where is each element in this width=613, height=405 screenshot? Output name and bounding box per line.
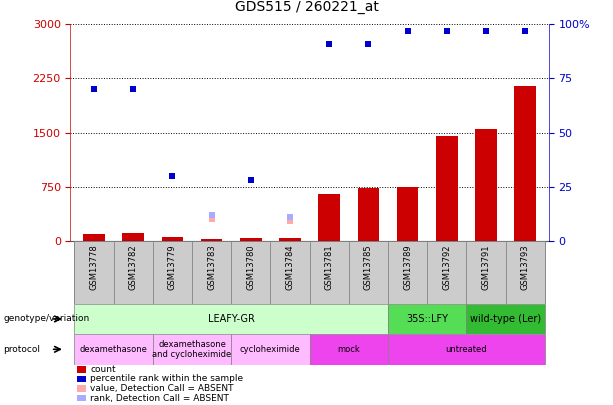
Text: GSM13792: GSM13792 <box>442 244 451 290</box>
Bar <box>349 241 388 304</box>
Bar <box>357 188 379 241</box>
Bar <box>388 304 466 334</box>
Bar <box>466 241 506 304</box>
Bar <box>192 241 231 304</box>
Bar <box>74 334 153 364</box>
Bar <box>270 241 310 304</box>
Bar <box>201 239 223 241</box>
Bar <box>514 86 536 241</box>
Bar <box>397 187 418 241</box>
Bar <box>240 238 262 241</box>
Bar <box>318 194 340 241</box>
Bar <box>279 238 301 241</box>
Text: GSM13781: GSM13781 <box>325 244 333 290</box>
Text: genotype/variation: genotype/variation <box>3 314 89 324</box>
Text: GSM13785: GSM13785 <box>364 244 373 290</box>
Text: cycloheximide: cycloheximide <box>240 345 301 354</box>
Text: rank, Detection Call = ABSENT: rank, Detection Call = ABSENT <box>90 394 229 403</box>
Bar <box>310 334 388 364</box>
Text: dexamethasone: dexamethasone <box>80 345 148 354</box>
Text: GSM13791: GSM13791 <box>481 244 490 290</box>
Text: percentile rank within the sample: percentile rank within the sample <box>90 375 243 384</box>
Bar <box>162 237 183 241</box>
Text: GDS515 / 260221_at: GDS515 / 260221_at <box>235 0 378 14</box>
Bar <box>74 304 388 334</box>
Bar <box>83 234 105 241</box>
Bar <box>74 241 113 304</box>
Text: 35S::LFY: 35S::LFY <box>406 314 448 324</box>
Text: GSM13783: GSM13783 <box>207 244 216 290</box>
Bar <box>231 334 310 364</box>
Bar <box>427 241 466 304</box>
Bar <box>153 241 192 304</box>
Bar <box>231 241 270 304</box>
Bar <box>113 241 153 304</box>
Bar <box>475 129 497 241</box>
Text: GSM13778: GSM13778 <box>89 244 99 290</box>
Text: dexamethasone
and cycloheximide: dexamethasone and cycloheximide <box>153 340 232 359</box>
Bar <box>388 334 545 364</box>
Bar <box>388 241 427 304</box>
Text: count: count <box>90 365 116 374</box>
Bar <box>506 241 545 304</box>
Text: wild-type (Ler): wild-type (Ler) <box>470 314 541 324</box>
Text: value, Detection Call = ABSENT: value, Detection Call = ABSENT <box>90 384 234 393</box>
Text: GSM13779: GSM13779 <box>168 244 177 290</box>
Bar <box>436 136 457 241</box>
Bar <box>123 233 144 241</box>
Text: GSM13782: GSM13782 <box>129 244 138 290</box>
Text: untreated: untreated <box>446 345 487 354</box>
Text: protocol: protocol <box>3 345 40 354</box>
Text: mock: mock <box>337 345 360 354</box>
Bar <box>310 241 349 304</box>
Text: GSM13793: GSM13793 <box>520 244 530 290</box>
Text: GSM13789: GSM13789 <box>403 244 412 290</box>
Text: LEAFY-GR: LEAFY-GR <box>208 314 254 324</box>
Text: GSM13780: GSM13780 <box>246 244 255 290</box>
Bar <box>466 304 545 334</box>
Bar <box>153 334 231 364</box>
Text: GSM13784: GSM13784 <box>286 244 294 290</box>
